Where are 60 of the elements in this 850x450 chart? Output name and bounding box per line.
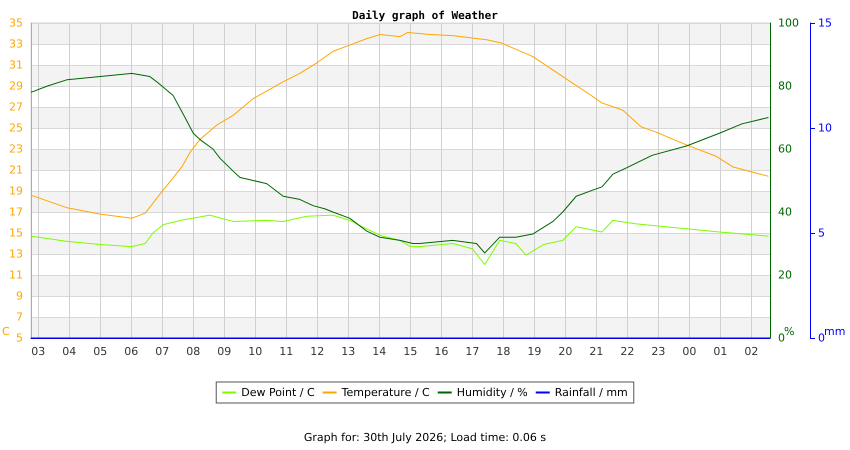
x-tick-label: 08	[186, 345, 200, 358]
y-tick-label: 11	[9, 268, 23, 282]
y-tick-label: 29	[9, 80, 23, 92]
y-tick-label: 23	[9, 142, 23, 156]
y-tick-label: 17	[9, 206, 23, 218]
x-tick-label: 22	[620, 345, 634, 358]
y3-tick-label: 0	[818, 332, 825, 344]
text: Graph for: 30th July 2026; Load time: 0.06 s	[304, 431, 546, 444]
legend-label: Humidity / %	[456, 386, 528, 399]
y3-tick-label: 15	[818, 16, 832, 30]
x-tick-label: 12	[310, 345, 324, 358]
y2-tick-label: 100	[778, 16, 799, 30]
legend-label: Dew Point / C	[241, 386, 315, 399]
y2-tick-label: 40	[778, 206, 792, 218]
y-tick-label: 35	[9, 16, 23, 30]
legend-label: Temperature / C	[340, 386, 430, 399]
x-tick-label: 17	[465, 345, 480, 358]
x-tick-label: 10	[248, 345, 262, 358]
y-tick-label: 31	[9, 58, 23, 72]
x-tick-label: 21	[589, 345, 604, 358]
x-tick-label: 09	[217, 345, 232, 358]
y-tick-label: 5	[16, 332, 23, 344]
y2-tick-label: 20	[778, 268, 792, 282]
y2-tick-label: 80	[778, 80, 792, 92]
x-tick-label: 18	[496, 345, 510, 358]
y-tick-label: 27	[9, 100, 23, 114]
y-tick-label: 21	[9, 164, 23, 176]
x-tick-label: 15	[403, 345, 418, 358]
x-tick-label: 23	[651, 345, 666, 358]
y2-tick-label: 60	[778, 142, 792, 156]
x-tick-label: 14	[372, 345, 386, 358]
x-tick-label: 01	[713, 345, 728, 358]
x-tick-label: 02	[744, 345, 758, 358]
legend-label: Rainfall / mm	[554, 386, 628, 399]
x-tick-label: 16	[434, 345, 448, 358]
chart-title: Daily graph of Weather	[352, 9, 498, 22]
y3-axis-title: mm	[824, 325, 846, 338]
y-tick-label: 25	[9, 122, 23, 134]
x-tick-label: 11	[279, 345, 294, 358]
x-tick-label: 13	[341, 345, 356, 358]
y-tick-label: 19	[9, 184, 23, 198]
x-tick-label: 03	[31, 345, 46, 358]
y2-tick-label: 0	[778, 332, 785, 344]
y2-axis-title: %	[784, 325, 794, 338]
y-tick-label: 7	[16, 310, 23, 324]
line-series	[30, 214, 769, 265]
x-tick-label: 20	[558, 345, 572, 358]
y-tick-label: 9	[16, 290, 23, 302]
y3-tick-label: 10	[818, 122, 832, 134]
y-axis-title: C	[2, 325, 10, 338]
x-tick-label: 06	[124, 345, 138, 358]
x-tick-label: 05	[93, 345, 108, 358]
x-tick-label: 07	[155, 345, 170, 358]
x-tick-label: 19	[527, 345, 542, 358]
y-tick-label: 33	[9, 38, 23, 50]
y-tick-label: 15	[9, 226, 23, 240]
y3-tick-label: 5	[818, 226, 825, 240]
y-tick-label: 13	[9, 248, 23, 260]
x-tick-label: 00	[682, 345, 696, 358]
x-tick-label: 04	[62, 345, 76, 358]
